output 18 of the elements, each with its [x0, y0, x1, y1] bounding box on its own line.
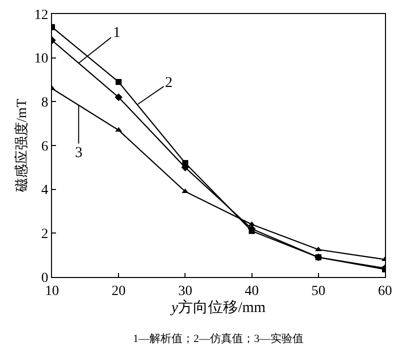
- y-axis-title: 磁感应强度/mT: [14, 98, 30, 194]
- text: 3: [75, 145, 82, 161]
- y-tick-label: 2: [41, 227, 48, 242]
- x-axis-title: y方向位移/mm: [169, 298, 266, 316]
- x-tick-label: 30: [178, 284, 192, 299]
- x-tick-label: 50: [311, 284, 326, 299]
- y-tick-label: 12: [34, 8, 48, 23]
- x-tick-label: 60: [378, 284, 392, 299]
- y-tick-label: 10: [34, 52, 48, 67]
- x-tick-label: 40: [244, 284, 259, 299]
- text: 1—解析值；2—仿真值；3—实验值: [133, 332, 304, 345]
- y-tick-label: 6: [41, 139, 48, 154]
- x-tick-label: 20: [112, 284, 126, 299]
- y-tick-label: 4: [41, 183, 48, 198]
- y-tick-label: 0: [41, 270, 48, 286]
- y-tick-label: 8: [41, 96, 48, 111]
- text: 2: [165, 75, 172, 91]
- text: 1: [113, 25, 120, 41]
